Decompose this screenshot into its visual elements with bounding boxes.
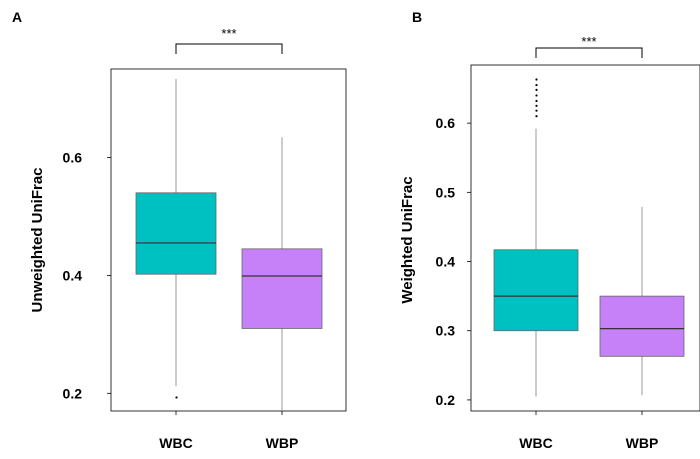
y-tick-label: 0.4 <box>436 254 456 270</box>
box-wbc <box>135 192 217 275</box>
x-tick-label: WBP <box>626 435 659 451</box>
y-tick-label: 0.5 <box>436 184 456 200</box>
outlier-point <box>535 104 538 107</box>
box-wbp <box>241 248 323 329</box>
outlier-point <box>535 115 538 118</box>
x-tick-label: WBP <box>266 435 299 451</box>
significance-bracket <box>175 43 283 54</box>
panel-label: A <box>12 9 22 25</box>
y-tick-label: 0.3 <box>436 323 456 339</box>
outlier-point <box>535 83 538 87</box>
outlier-point <box>535 94 538 97</box>
significance-stars: *** <box>581 34 596 49</box>
significance-bracket <box>535 47 643 58</box>
panel-label: B <box>412 9 422 25</box>
x-tick-label: WBC <box>159 435 192 451</box>
plot-frame <box>470 64 700 412</box>
significance-stars: *** <box>221 26 236 41</box>
y-tick-label: 0.6 <box>436 115 456 131</box>
outlier-point <box>535 78 538 81</box>
box-wbp <box>599 295 685 357</box>
panel-a: A Unweighted UniFrac 0.2 0.4 0.6 WBC WBP *** <box>12 9 347 451</box>
panel-b: B Weighted UniFrac 0.2 0.3 0.4 0.5 0.6 WBC WBP **… <box>399 9 700 451</box>
outlier-point <box>175 396 178 399</box>
box-wbc <box>493 249 579 332</box>
plot-frame <box>110 68 347 412</box>
y-tick-label: 0.4 <box>63 267 83 283</box>
y-tick-label: 0.2 <box>63 385 83 401</box>
outlier-point <box>535 88 538 92</box>
outlier-point <box>535 109 538 112</box>
outlier-point <box>535 99 538 103</box>
y-axis-label: Weighted UniFrac <box>399 176 416 303</box>
y-tick-label: 0.2 <box>436 392 456 408</box>
y-axis-label: Unweighted UniFrac <box>29 167 46 312</box>
y-tick-label: 0.6 <box>63 149 83 165</box>
x-tick-label: WBC <box>519 435 552 451</box>
